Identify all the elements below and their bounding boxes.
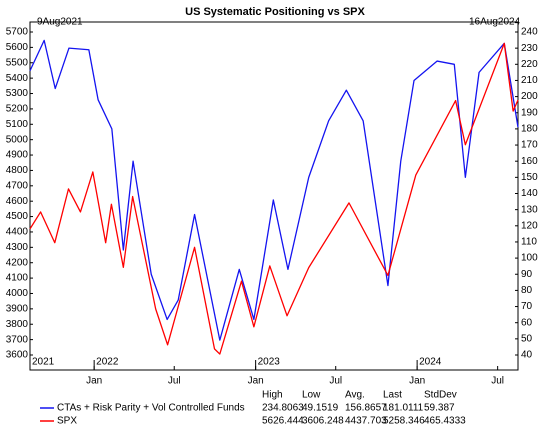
y2-tick-label: 90: [521, 269, 533, 280]
stats-header: Last: [383, 390, 402, 401]
y2-tick-label: 180: [521, 124, 538, 135]
y-tick-label: 4900: [6, 150, 29, 161]
legend-label: CTAs + Risk Parity + Vol Controlled Fund…: [57, 403, 245, 414]
y2-tick-label: 210: [521, 75, 538, 86]
stats-value: 5626.444: [262, 416, 304, 427]
y2-tick-label: 100: [521, 253, 538, 264]
y2-tick-label: 190: [521, 107, 538, 118]
plot-frame: [29, 21, 519, 371]
x-tick-label: Jul: [168, 376, 181, 387]
y-tick-label: 5600: [6, 42, 29, 53]
y-tick-label: 3900: [6, 303, 29, 314]
stats-value: 234.8063: [262, 403, 304, 414]
y-tick-label: 4000: [6, 288, 29, 299]
y-tick-label: 5700: [6, 27, 29, 38]
stats-header: High: [262, 390, 283, 401]
stats-value: 4437.703: [345, 416, 387, 427]
series-line: [29, 39, 519, 341]
end-date: 16Aug2024: [469, 17, 521, 28]
stats-header: Low: [302, 390, 321, 401]
year-label: 2022: [96, 357, 119, 368]
y2-tick-label: 220: [521, 59, 538, 70]
y-tick-label: 4300: [6, 242, 29, 253]
y-tick-label: 5100: [6, 119, 29, 130]
stats-value: 59.387: [424, 403, 455, 414]
year-label: 2024: [419, 357, 442, 368]
y-tick-label: 5200: [6, 104, 29, 115]
y2-tick-label: 70: [521, 301, 533, 312]
y-tick-label: 4200: [6, 257, 29, 268]
y-tick-label: 5000: [6, 134, 29, 145]
stats-value: 465.4333: [424, 416, 466, 427]
y-tick-label: 4500: [6, 211, 29, 222]
year-label: 2023: [258, 357, 281, 368]
year-label: 2021: [32, 357, 55, 368]
stats-value: 5258.346: [383, 416, 425, 427]
y-tick-label: 4700: [6, 180, 29, 191]
y-tick-label: 5500: [6, 57, 29, 68]
y-tick-label: 4800: [6, 165, 29, 176]
y2-tick-label: 130: [521, 204, 538, 215]
y-tick-label: 5300: [6, 88, 29, 99]
stats-header: Avg.: [345, 390, 365, 401]
x-tick-label: Jul: [491, 376, 504, 387]
y2-tick-label: 240: [521, 27, 538, 38]
y-tick-label: 4100: [6, 273, 29, 284]
x-tick-label: Jul: [329, 376, 342, 387]
y2-tick-label: 110: [521, 237, 537, 248]
y-tick-label: 3600: [6, 350, 29, 361]
y2-tick-label: 230: [521, 43, 538, 54]
y-tick-label: 3700: [6, 334, 29, 345]
y2-tick-label: 50: [521, 333, 533, 344]
y-tick-label: 4400: [6, 227, 29, 238]
y2-tick-label: 200: [521, 91, 538, 102]
stats-value: 181.0111: [383, 403, 424, 414]
y2-tick-label: 60: [521, 317, 533, 328]
y2-tick-label: 160: [521, 156, 538, 167]
y-tick-label: 3800: [6, 319, 29, 330]
start-date: 9Aug2021: [37, 17, 83, 28]
x-tick-label: Jan: [86, 376, 102, 387]
legend-label: SPX: [57, 416, 77, 427]
chart-title: US Systematic Positioning vs SPX: [185, 6, 365, 18]
y2-tick-label: 170: [521, 140, 538, 151]
y2-tick-label: 40: [521, 350, 533, 361]
y-tick-label: 5400: [6, 73, 29, 84]
y2-tick-label: 140: [521, 188, 538, 199]
stats-value: 49.1519: [302, 403, 339, 414]
stats-value: 3606.248: [302, 416, 344, 427]
series-line: [29, 42, 519, 355]
stats-header: StdDev: [424, 390, 457, 401]
stats-value: 156.8657: [345, 403, 387, 414]
y2-tick-label: 150: [521, 172, 538, 183]
x-tick-label: Jan: [248, 376, 264, 387]
y2-tick-label: 80: [521, 285, 533, 296]
y-tick-label: 4600: [6, 196, 29, 207]
x-tick-label: Jan: [409, 376, 425, 387]
y2-tick-label: 120: [521, 220, 538, 231]
